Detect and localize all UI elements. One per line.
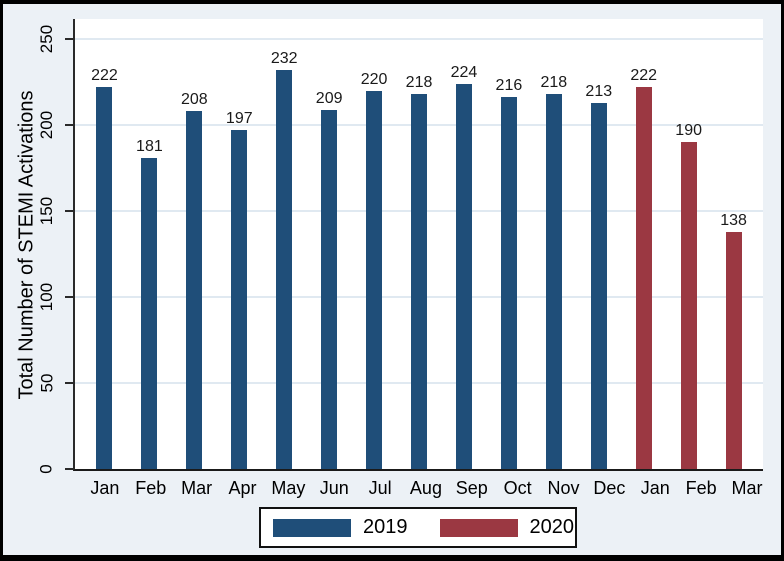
bar-value-label: 216 — [495, 77, 523, 95]
bar-value-label: 138 — [720, 211, 747, 229]
y-tick-label-text: 200 — [37, 110, 56, 140]
y-tick-100 — [65, 296, 73, 298]
bar-slot-2020-mar: 138 — [711, 19, 756, 469]
x-axis-label-10: Nov — [547, 478, 580, 498]
x-axis-label-14: Mar — [731, 478, 763, 498]
bar-2019-jan — [96, 87, 113, 469]
bar-slot-2019-sep: 224 — [442, 19, 487, 469]
x-axis-label-7: Aug — [409, 478, 442, 498]
legend-entry-2020: 2020 — [439, 516, 575, 539]
x-axis-label-5: Jun — [319, 478, 349, 498]
bar-2019-aug — [411, 94, 428, 469]
bar-2019-oct — [500, 97, 517, 469]
bar-2019-sep — [455, 83, 472, 469]
legend-label-2019: 2019 — [363, 516, 408, 538]
bar-slot-2019-oct: 216 — [486, 19, 531, 469]
y-tick-label-text: 50 — [36, 373, 56, 393]
plot-area: 0 50 100 150 200 250 222 181 208 197 232 209 220 218… — [37, 19, 763, 474]
x-axis-label-12: Jan — [640, 478, 670, 498]
x-axis-label-4: May — [271, 478, 306, 498]
bar-value-label: 213 — [585, 82, 613, 100]
y-tick-label-200: 200 — [27, 90, 67, 160]
bar-value-label: 209 — [315, 89, 343, 107]
legend-swatch-2019 — [273, 518, 351, 537]
legend-label-2020: 2020 — [529, 516, 575, 538]
bar-value-label: 208 — [180, 91, 208, 109]
y-tick-label-text: 150 — [37, 196, 56, 226]
bar-slot-2019-dec: 213 — [576, 19, 621, 469]
y-tick-label-text: 100 — [37, 282, 56, 312]
y-tick-label-text: 250 — [37, 24, 56, 54]
bar-2019-dec — [590, 102, 607, 469]
bar-slot-2019-mar: 208 — [172, 19, 217, 469]
x-axis-label-3: Apr — [228, 478, 257, 498]
bar-2019-jun — [321, 109, 338, 469]
x-axis-label-0: Jan — [90, 478, 120, 498]
bar-2019-nov — [545, 94, 562, 469]
bar-slot-2019-jun: 209 — [307, 19, 352, 469]
bar-2020-feb — [680, 142, 697, 469]
bar-value-label: 197 — [225, 110, 253, 128]
bar-slot-2019-apr: 197 — [217, 19, 262, 469]
bar-slot-2019-feb: 181 — [127, 19, 172, 469]
bar-value-label: 218 — [405, 74, 433, 92]
x-axis-label-9: Oct — [503, 478, 532, 498]
bar-value-label: 224 — [450, 63, 478, 81]
y-tick-50 — [65, 382, 73, 384]
x-axis-label-2: Mar — [181, 478, 213, 498]
x-axis-labels: Jan Feb Mar Apr May Jun Jul Aug Sep Oct Nov Dec Jan F… — [75, 476, 777, 500]
bar-slot-2020-feb: 190 — [666, 19, 711, 469]
bar-2020-mar — [725, 231, 742, 469]
x-axis-label-6: Jul — [368, 478, 392, 498]
bar-slot-2020-jan: 222 — [621, 19, 666, 469]
y-tick-250 — [65, 38, 73, 40]
y-tick-label-text: 0 — [37, 464, 56, 474]
bar-value-label: 220 — [360, 70, 388, 88]
bar-2019-mar — [186, 111, 203, 469]
legend-swatch-2020 — [439, 518, 518, 537]
bar-2019-jul — [366, 90, 383, 469]
y-tick-label-0: 0 — [27, 434, 67, 504]
gridline-250 — [75, 38, 763, 40]
y-tick-label-150: 150 — [27, 176, 67, 246]
legend-entry-2019: 2019 — [273, 516, 408, 539]
bar-value-label: 190 — [675, 122, 702, 140]
y-tick-label-50: 50 — [27, 348, 67, 418]
y-tick-label-100: 100 — [27, 262, 67, 332]
bar-2019-may — [276, 69, 293, 469]
legend: 2019 2020 — [259, 507, 577, 548]
bar-2019-feb — [141, 157, 158, 469]
bar-slot-2019-jan: 222 — [82, 19, 127, 469]
bar-value-label: 222 — [630, 67, 658, 85]
bar-slot-2019-jul: 220 — [352, 19, 397, 469]
y-tick-label-250: 250 — [27, 4, 67, 74]
bars-container: 222 181 208 197 232 209 220 218 224 216 218 213 222 1… — [75, 19, 763, 469]
bar-slot-2019-aug: 218 — [397, 19, 442, 469]
bar-slot-2019-nov: 218 — [531, 19, 576, 469]
bar-value-label: 218 — [540, 74, 568, 92]
y-tick-150 — [65, 210, 73, 212]
y-tick-200 — [65, 124, 73, 126]
y-tick-0 — [65, 468, 73, 470]
bar-value-label: 222 — [91, 67, 118, 85]
x-axis-label-11: Dec — [593, 478, 626, 498]
bar-slot-2019-may: 232 — [262, 19, 307, 469]
bar-value-label: 232 — [270, 49, 298, 67]
x-axis-label-8: Sep — [455, 478, 488, 498]
bar-2019-apr — [231, 130, 248, 469]
x-axis-label-1: Feb — [135, 478, 167, 498]
bar-value-label: 181 — [136, 137, 163, 155]
bar-2020-jan — [635, 87, 652, 469]
x-axis-label-13: Feb — [685, 478, 717, 498]
